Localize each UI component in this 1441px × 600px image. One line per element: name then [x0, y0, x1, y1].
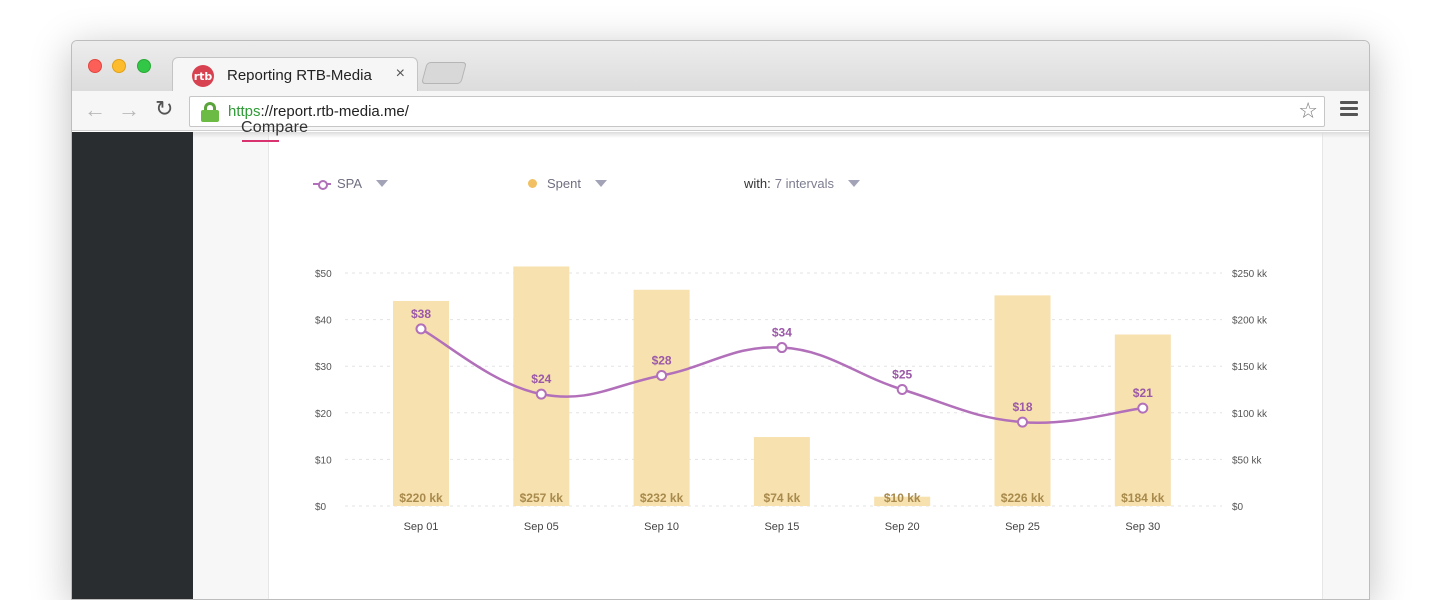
interval-dropdown-icon[interactable]	[847, 180, 860, 187]
bar-data-label: $257 kk	[520, 491, 564, 505]
metric2-dropdown-icon[interactable]	[594, 180, 607, 187]
close-window-button[interactable]	[88, 59, 102, 73]
reload-icon[interactable]: ↻	[155, 96, 174, 121]
spa-line-marker-icon	[313, 179, 331, 190]
spent-bar	[633, 289, 690, 506]
y-right-tick-label: $200 kk	[1232, 316, 1268, 327]
x-tick-label: Sep 10	[644, 521, 679, 533]
spa-point	[1137, 402, 1149, 414]
x-tick-label: Sep 05	[524, 521, 559, 533]
spa-point	[776, 342, 788, 354]
spent-bar	[1114, 334, 1171, 506]
spent-bar	[513, 266, 570, 506]
browser-toolbar: ← → ↻ https://report.rtb-media.me/ ☆	[72, 91, 1369, 131]
spa-point	[535, 388, 547, 400]
interval-selector[interactable]: with: 7 intervals	[744, 176, 860, 191]
browser-window: rtb Reporting RTB-Media × ← → ↻ https://…	[71, 40, 1370, 600]
spa-data-label: $18	[1012, 400, 1032, 414]
app-sidebar	[72, 132, 193, 599]
spa-data-label: $24	[531, 372, 551, 386]
hamburger-menu-icon[interactable]	[1340, 101, 1358, 119]
bar-data-label: $74 kk	[764, 491, 801, 505]
y-left-tick-label: $40	[315, 316, 332, 327]
spa-data-label: $34	[772, 326, 792, 340]
url-text[interactable]: https://report.rtb-media.me/	[228, 103, 409, 120]
interval-value: 7 intervals	[774, 176, 834, 191]
zoom-window-button[interactable]	[137, 59, 151, 73]
x-tick-label: Sep 20	[885, 521, 920, 533]
bar-data-label: $226 kk	[1001, 491, 1045, 505]
bar-data-label: $10 kk	[884, 491, 921, 505]
y-left-tick-label: $10	[315, 455, 332, 466]
spent-dot-icon	[528, 179, 537, 188]
lock-icon	[201, 102, 219, 122]
compare-chart: $0 $0 $10 $50 kk $20 $100 kk $30 $150 kk $40 $200…	[315, 266, 1268, 533]
metric2-selector[interactable]: Spent	[528, 176, 607, 191]
metric2-label: Spent	[547, 176, 581, 191]
spa-point	[656, 370, 668, 382]
back-arrow-icon[interactable]: ←	[84, 97, 106, 122]
bar-data-label: $220 kk	[399, 491, 443, 505]
metric1-dropdown-icon[interactable]	[376, 180, 389, 187]
spent-bar	[393, 300, 449, 506]
section-title-underline	[242, 140, 279, 142]
section-title: Compare	[241, 119, 309, 136]
minimize-window-button[interactable]	[112, 59, 126, 73]
spent-bar	[753, 437, 810, 506]
forward-arrow-icon[interactable]: →	[118, 97, 140, 122]
spa-point	[1017, 416, 1028, 428]
y-left-tick-label: $30	[315, 362, 332, 373]
with-label: with:	[744, 176, 771, 191]
spa-data-label: $21	[1133, 386, 1153, 400]
y-right-tick-label: $100 kk	[1232, 409, 1268, 420]
y-right-tick-label: $150 kk	[1232, 362, 1268, 373]
bar-data-label: $184 kk	[1121, 491, 1165, 505]
y-right-tick-label: $50 kk	[1232, 455, 1262, 466]
metric1-label: SPA	[337, 176, 363, 191]
x-tick-label: Sep 01	[404, 521, 439, 533]
address-bar[interactable]: https://report.rtb-media.me/ ☆	[189, 96, 1325, 127]
y-left-tick-label: $0	[315, 502, 327, 513]
spa-point	[896, 384, 908, 395]
spent-bar	[994, 295, 1051, 506]
y-right-tick-label: $0	[1232, 502, 1244, 513]
url-scheme: https	[228, 103, 261, 120]
spa-data-label: $25	[892, 368, 912, 382]
x-tick-label: Sep 15	[764, 521, 799, 533]
bar-data-label: $232 kk	[640, 491, 684, 505]
y-right-tick-label: $250 kk	[1232, 269, 1268, 280]
spa-point	[415, 323, 427, 335]
y-left-tick-label: $20	[315, 409, 332, 420]
y-left-tick-label: $50	[315, 269, 332, 280]
spa-data-label: $38	[411, 307, 431, 321]
spa-data-label: $28	[652, 354, 672, 368]
title-bar: rtb Reporting RTB-Media ×	[72, 41, 1369, 93]
bookmark-star-icon[interactable]: ☆	[1298, 98, 1318, 123]
url-path: ://report.rtb-media.me/	[260, 103, 409, 120]
metric1-selector[interactable]: SPA	[313, 176, 389, 191]
x-tick-label: Sep 25	[1005, 521, 1040, 533]
toolbar-shadow	[193, 132, 1369, 138]
spent-bar	[874, 496, 931, 506]
x-tick-label: Sep 30	[1125, 521, 1160, 533]
